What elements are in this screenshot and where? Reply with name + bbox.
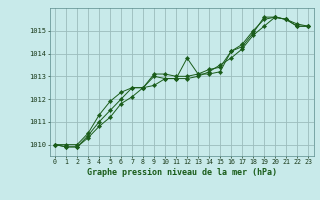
X-axis label: Graphe pression niveau de la mer (hPa): Graphe pression niveau de la mer (hPa) xyxy=(87,168,276,177)
